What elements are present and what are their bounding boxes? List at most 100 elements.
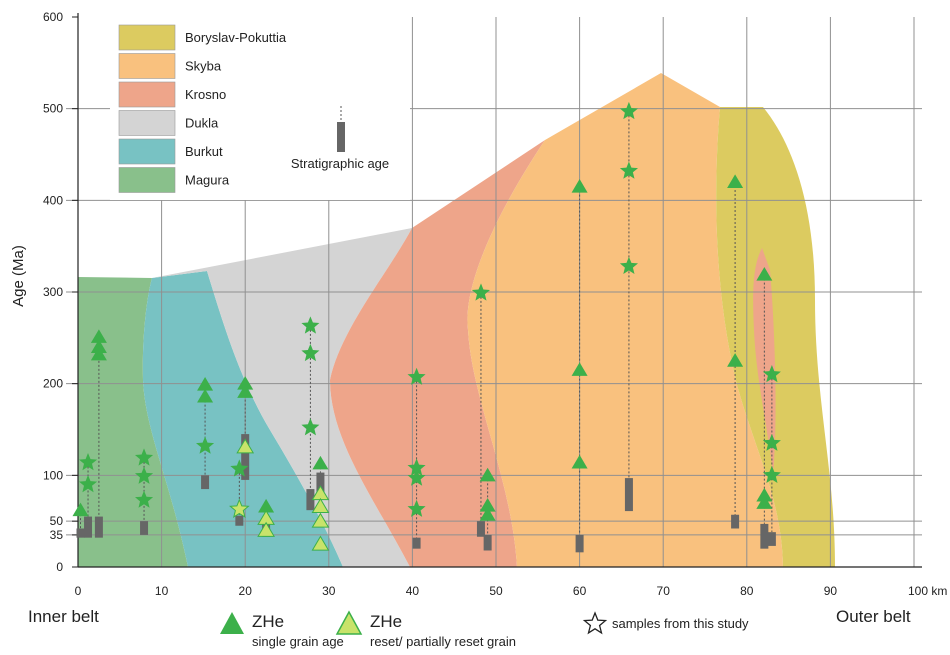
zhe-single-triangle-marker xyxy=(727,174,744,188)
stratigraphic-age-bar xyxy=(412,537,421,549)
study-samples-label: samples from this study xyxy=(612,616,749,631)
zhe-single-star-marker xyxy=(619,101,638,120)
zhe-single-star-marker xyxy=(135,490,154,508)
zhe-single-star-marker xyxy=(619,161,638,179)
y-tick-label: 35 xyxy=(50,528,64,542)
x-tick-label: 0 xyxy=(75,584,82,598)
stratigraphic-age-bar xyxy=(140,521,149,535)
zhe-reset-triangle-icon xyxy=(335,610,363,635)
zhe-single-triangle-marker xyxy=(571,454,588,469)
zhe-single-triangle-marker xyxy=(756,495,773,509)
zhe-reset-sublabel: reset/ partially reset grain xyxy=(370,634,516,649)
legend-swatch-dukla xyxy=(118,110,176,136)
zhe-single-star-marker xyxy=(407,499,426,517)
zhe-single-star-marker xyxy=(301,418,320,436)
skyba-zone xyxy=(467,73,783,567)
x-tick-label: 90 xyxy=(824,584,838,598)
legend-swatch-boryslav-pokuttia xyxy=(118,24,176,51)
zhe-single-triangle-marker xyxy=(197,388,214,403)
zhe-single-star-marker xyxy=(230,459,249,477)
zhe-single-star-marker xyxy=(301,343,320,362)
zhe-single-star-marker xyxy=(407,458,426,476)
stratigraphic-age-bar xyxy=(483,534,492,551)
zhe-single-star-marker xyxy=(407,367,426,385)
zhe-single-triangle-marker xyxy=(479,497,496,512)
zhe-single-triangle-marker xyxy=(90,329,107,343)
tectonic-unit-zones xyxy=(78,73,835,567)
inner-belt-label: Inner belt xyxy=(28,607,99,626)
zhe-single-triangle-marker xyxy=(756,266,773,281)
zhe-reset-triangle-marker xyxy=(236,438,255,454)
study-star-icon xyxy=(582,611,608,635)
zhe-single-sublabel: single grain age xyxy=(252,634,344,649)
x-tick-label: 80 xyxy=(740,584,754,598)
y-tick-label: 50 xyxy=(50,514,64,528)
magura-zone xyxy=(78,277,188,567)
stratigraphic-age-bar xyxy=(731,514,740,529)
stratigraphic-age-bar xyxy=(84,516,93,538)
zhe-single-triangle-marker xyxy=(727,353,744,367)
legend-swatch-krosno xyxy=(118,81,176,108)
legend-strat-bar xyxy=(337,122,345,152)
y-tick-label: 600 xyxy=(43,10,63,24)
legend-strat-label: Stratigraphic age xyxy=(291,156,389,171)
krosno-window xyxy=(753,248,776,475)
axes: Age (Ma) 0 10 20 30 40 50 60 70 80 90 100 km035501… xyxy=(10,10,947,598)
stratigraphic-age-bar xyxy=(476,521,485,537)
zhe-single-star-marker xyxy=(79,475,98,493)
zhe-single-label: ZHe xyxy=(252,612,284,631)
stratigraphic-age-bar xyxy=(201,475,210,490)
legend-swatch-magura xyxy=(118,167,176,193)
zhe-reset-triangle-marker xyxy=(257,521,275,537)
zhe-single-triangle-marker xyxy=(237,376,254,390)
stratigraphic-age-bar xyxy=(76,528,85,538)
zhe-single-star-marker xyxy=(135,466,154,484)
x-tick-label: 20 xyxy=(239,584,253,598)
zhe-single-triangle-marker xyxy=(237,384,254,398)
zhe-single-star-marker xyxy=(619,256,638,274)
burkut-zone xyxy=(142,271,343,567)
zhe-single-star-marker xyxy=(762,433,781,451)
zhe-single-triangle-marker xyxy=(479,507,496,521)
legend-label-burkut: Burkut xyxy=(185,144,223,159)
zhe-single-triangle-marker xyxy=(571,362,588,376)
stratigraphic-age-bar xyxy=(94,516,103,538)
zhe-single-triangle-marker xyxy=(72,502,89,517)
stratigraphic-age-bar xyxy=(235,515,244,526)
stratigraphic-age-bar xyxy=(241,434,250,480)
zhe-single-star-marker xyxy=(135,448,154,466)
zhe-single-triangle-marker xyxy=(90,346,107,361)
zhe-reset-label: ZHe xyxy=(370,612,402,631)
stratigraphic-age-bars xyxy=(76,434,776,553)
y-tick-label: 200 xyxy=(43,377,63,391)
y-tick-label: 100 xyxy=(43,468,63,482)
zhe-single-triangle-marker xyxy=(258,498,275,513)
stratigraphic-age-bar xyxy=(760,523,769,549)
y-tick-label: 300 xyxy=(43,285,63,299)
zhe-single-star-marker xyxy=(407,468,426,486)
x-tick-label: 100 km xyxy=(908,584,947,598)
krosno-zone xyxy=(330,140,545,567)
x-tick-label: 30 xyxy=(322,584,336,598)
zhe-reset-triangle-marker xyxy=(311,497,330,513)
legend-label-magura: Magura xyxy=(185,173,230,188)
stratigraphic-age-bar xyxy=(767,532,776,546)
stratigraphic-age-bar xyxy=(306,489,315,511)
zhe-single-star-marker xyxy=(301,316,320,334)
y-tick-label: 400 xyxy=(43,193,63,207)
legend-label-boryslav-pokuttia: Boryslav-Pokuttia xyxy=(185,30,287,45)
y-axis-label: Age (Ma) xyxy=(10,245,27,307)
zhe-reset-star-marker xyxy=(229,498,250,518)
zhe-single-star-marker xyxy=(762,465,781,483)
legend-label-krosno: Krosno xyxy=(185,87,226,102)
x-tick-label: 40 xyxy=(406,584,420,598)
zhe-single-triangle-marker xyxy=(479,467,496,482)
x-tick-label: 50 xyxy=(489,584,503,598)
y-tick-label: 500 xyxy=(43,102,63,116)
legend-swatch-burkut xyxy=(118,138,176,165)
stratigraphic-age-bar xyxy=(624,478,633,512)
stratigraphic-age-bar xyxy=(316,472,325,496)
zhe-single-triangle-marker xyxy=(571,178,588,193)
x-tick-label: 60 xyxy=(573,584,587,598)
